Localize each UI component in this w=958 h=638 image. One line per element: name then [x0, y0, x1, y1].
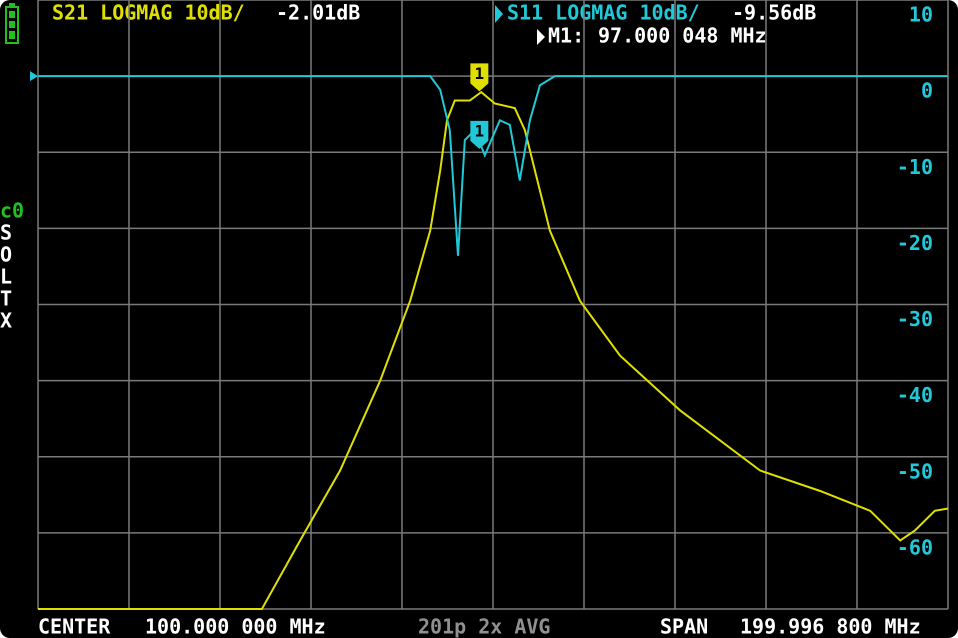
cal-status: O	[0, 243, 12, 267]
battery-cell	[9, 21, 15, 28]
battery-cell	[9, 11, 15, 18]
marker-name: M1:	[548, 24, 584, 48]
trace1-readout: -2.01dB	[276, 1, 360, 25]
y-tick-label: -20	[897, 231, 933, 255]
footer-info: 201p 2x AVG	[418, 615, 550, 638]
marker	[470, 120, 489, 149]
y-tick-label: -40	[897, 383, 933, 407]
marker-label: 1	[475, 121, 485, 140]
footer-span-label: SPAN	[660, 615, 708, 638]
reference-arrow	[30, 71, 38, 82]
cal-status: S	[0, 221, 12, 245]
footer-center-label: CENTER	[38, 615, 111, 638]
marker-frequency: 97.000 048 MHz	[598, 24, 767, 48]
marker-label: 1	[475, 64, 485, 83]
trace2-readout: -9.56dB	[732, 1, 816, 25]
battery-cell	[9, 31, 15, 39]
footer-center: 100.000 000 MHz	[145, 615, 326, 638]
trace1-name: S21 LOGMAG 10dB/	[52, 1, 245, 25]
active-trace-indicator	[495, 5, 503, 23]
active-marker-indicator	[537, 29, 545, 45]
cal-status: L	[0, 265, 12, 289]
cal-status: T	[0, 287, 12, 311]
trace-line	[38, 90, 949, 610]
y-tick-label: 0	[921, 79, 933, 103]
cal-status: X	[0, 309, 12, 333]
battery-tip	[9, 3, 15, 7]
footer-span: 199.996 800 MHz	[740, 615, 921, 638]
y-tick-label: -30	[897, 307, 933, 331]
y-tick-label: -10	[897, 155, 933, 179]
marker	[470, 63, 489, 92]
trace2-name: S11 LOGMAG 10dB/	[507, 1, 700, 25]
y-tick-label: -50	[897, 459, 933, 483]
battery-icon	[5, 3, 19, 44]
trace-line	[38, 75, 948, 256]
cal-status: c0	[0, 199, 24, 223]
y-tick-label: 10	[909, 3, 933, 27]
